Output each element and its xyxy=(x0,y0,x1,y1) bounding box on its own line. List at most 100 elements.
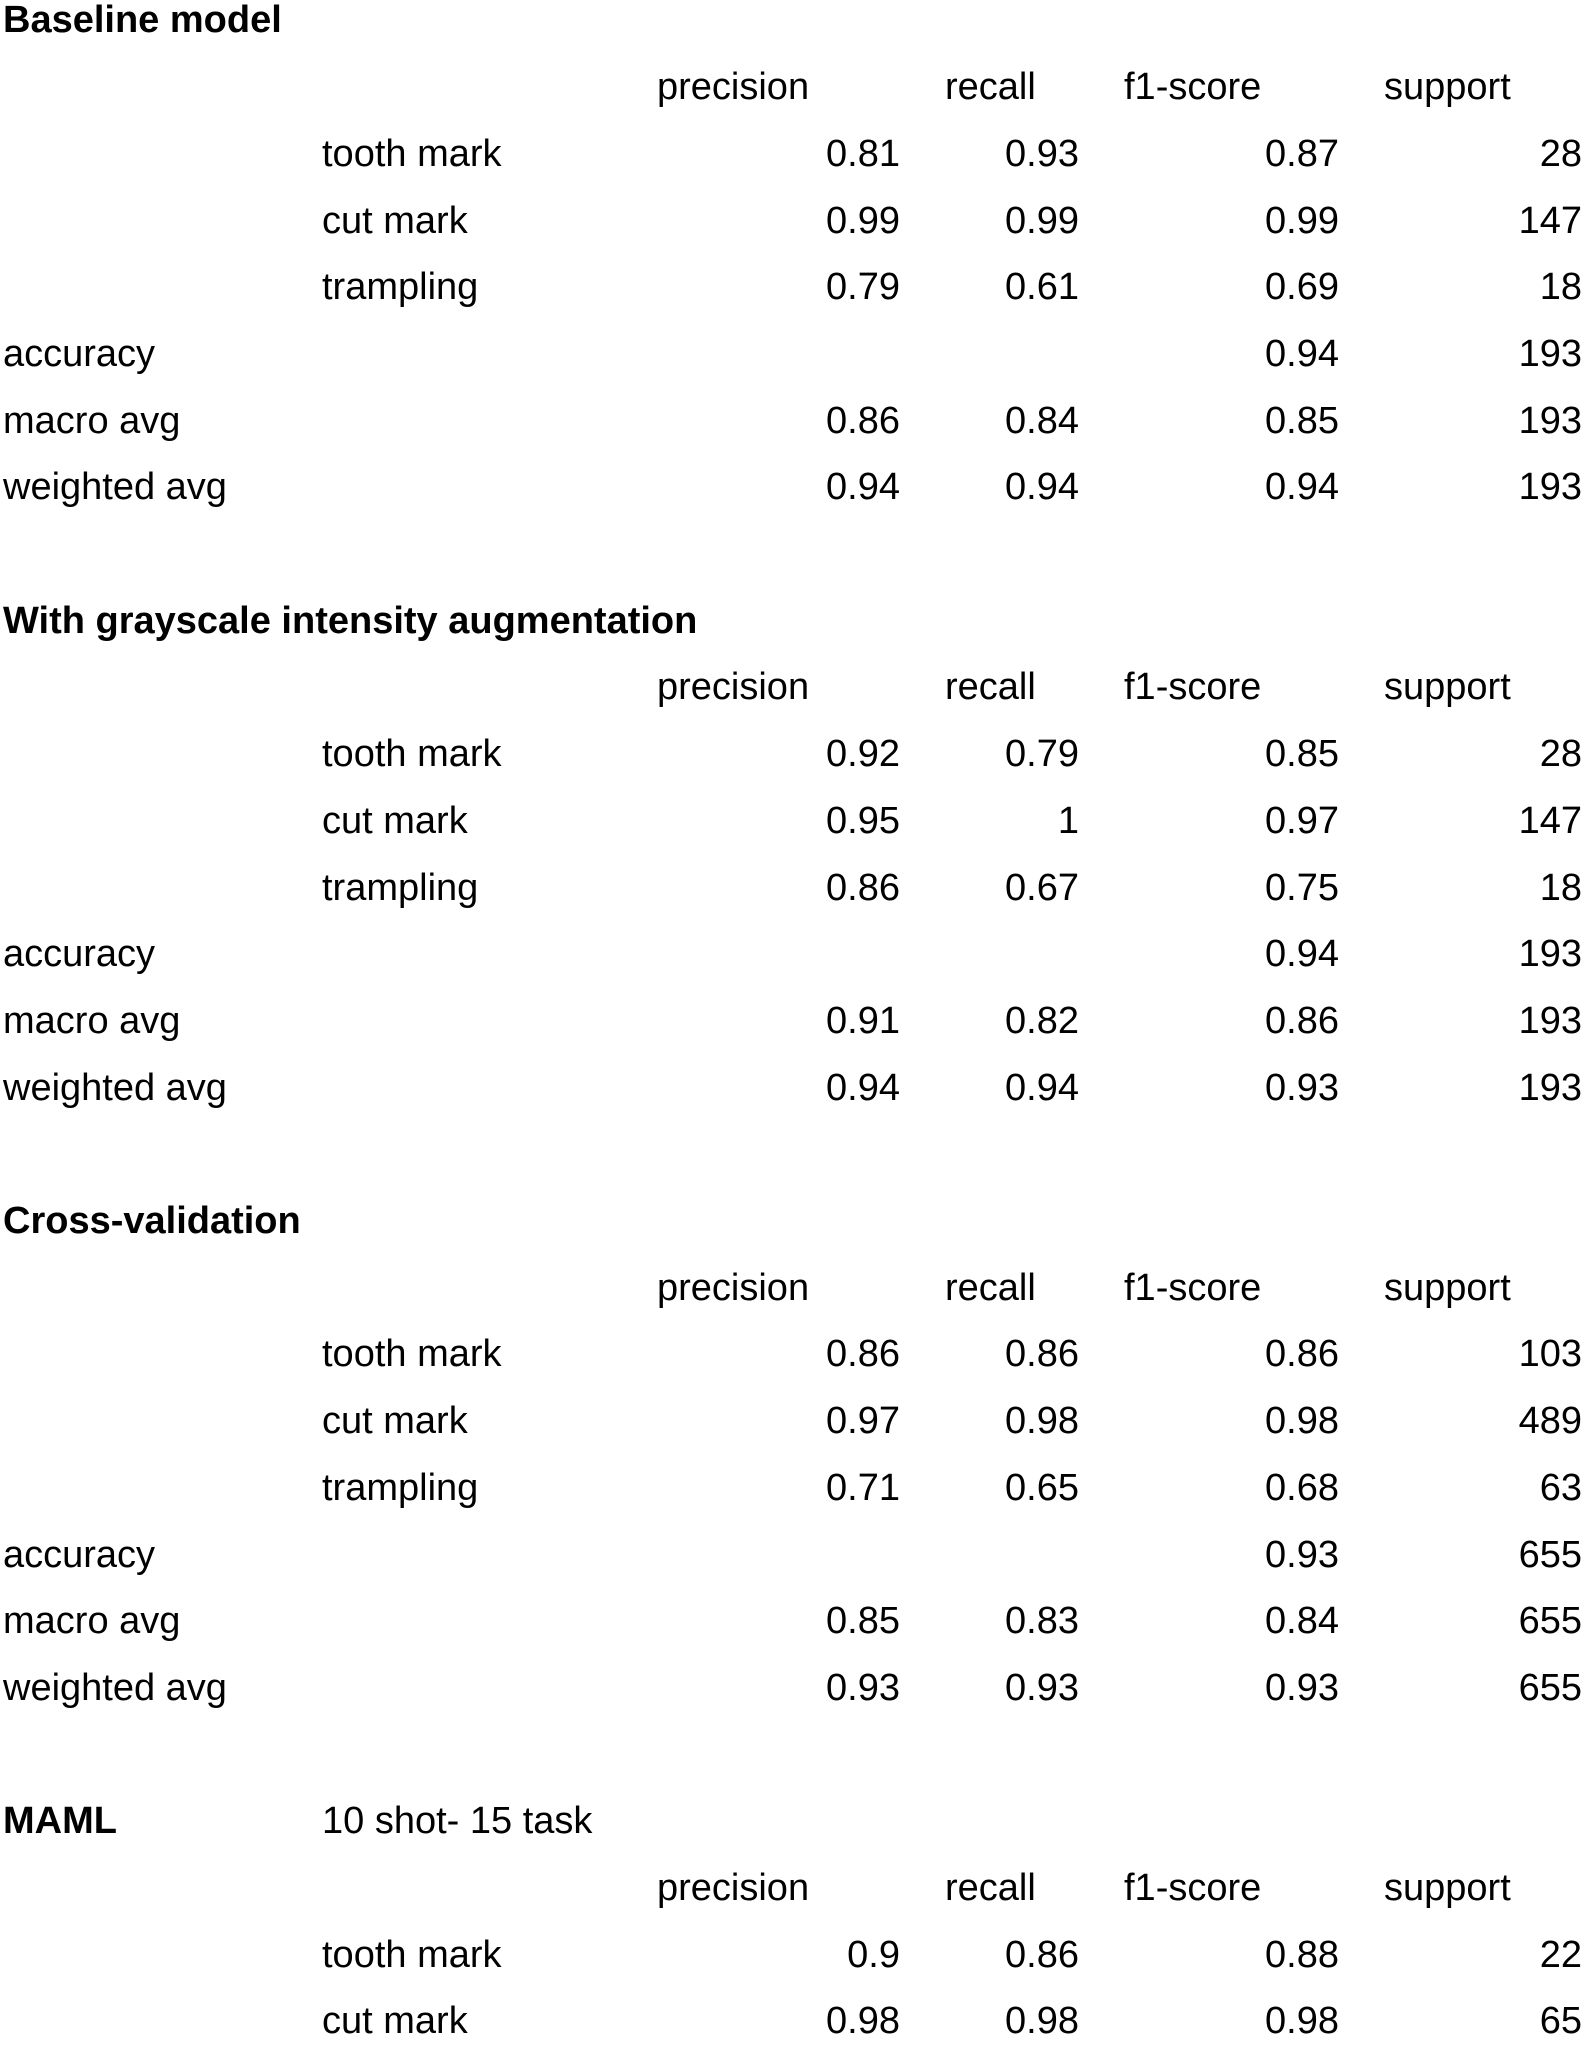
metric-value: 0.83 xyxy=(1005,1600,1079,1643)
metric-value: 489 xyxy=(1518,1400,1582,1443)
column-header: recall xyxy=(945,1266,1036,1309)
row-label: cut mark xyxy=(322,2000,468,2043)
metric-value: 193 xyxy=(1518,933,1582,976)
column-header: precision xyxy=(657,66,810,109)
row-label: macro avg xyxy=(3,399,181,442)
column-header: f1-score xyxy=(1124,1867,1262,1910)
metric-value: 0.87 xyxy=(1265,132,1339,175)
section-title: MAML xyxy=(3,1800,117,1843)
metric-value: 0.61 xyxy=(1005,266,1079,309)
metric-value: 0.98 xyxy=(1005,1400,1079,1443)
metric-value: 65 xyxy=(1539,2000,1582,2043)
metric-value: 193 xyxy=(1518,332,1582,375)
metric-value: 0.84 xyxy=(1005,399,1079,442)
column-header: precision xyxy=(657,666,810,709)
metric-value: 0.79 xyxy=(1005,733,1079,776)
metric-value: 655 xyxy=(1518,1533,1582,1576)
column-header: precision xyxy=(657,1867,810,1910)
column-header: support xyxy=(1384,666,1511,709)
metric-value: 193 xyxy=(1518,399,1582,442)
row-label: cut mark xyxy=(322,1400,468,1443)
metric-value: 0.69 xyxy=(1265,266,1339,309)
metric-value: 0.95 xyxy=(826,799,900,842)
metric-value: 0.86 xyxy=(826,866,900,909)
column-header: f1-score xyxy=(1124,66,1262,109)
metric-value: 0.98 xyxy=(1005,2000,1079,2043)
metric-value: 0.98 xyxy=(1265,2000,1339,2043)
metric-value: 0.99 xyxy=(1005,199,1079,242)
metric-value: 0.94 xyxy=(826,1066,900,1109)
row-label: trampling xyxy=(322,866,479,909)
section-title: Baseline model xyxy=(3,0,282,42)
row-label: cut mark xyxy=(322,199,468,242)
metric-value: 0.86 xyxy=(1265,1333,1339,1376)
section-subtitle: 10 shot- 15 task xyxy=(322,1800,593,1843)
metric-value: 147 xyxy=(1518,199,1582,242)
metric-value: 655 xyxy=(1518,1666,1582,1709)
row-label: accuracy xyxy=(3,1533,156,1576)
column-header: support xyxy=(1384,66,1511,109)
metric-value: 103 xyxy=(1518,1333,1582,1376)
metric-value: 0.92 xyxy=(826,733,900,776)
metric-value: 0.88 xyxy=(1265,1933,1339,1976)
metric-value: 63 xyxy=(1539,1466,1582,1509)
metric-value: 0.85 xyxy=(826,1600,900,1643)
metric-value: 0.98 xyxy=(1265,1400,1339,1443)
metric-value: 0.71 xyxy=(826,1466,900,1509)
row-label: macro avg xyxy=(3,999,181,1042)
metric-value: 0.94 xyxy=(1265,466,1339,509)
metric-value: 0.65 xyxy=(1005,1466,1079,1509)
row-label: tooth mark xyxy=(322,1333,502,1376)
metric-value: 0.79 xyxy=(826,266,900,309)
metric-value: 0.86 xyxy=(826,1333,900,1376)
metric-value: 18 xyxy=(1539,266,1582,309)
metric-value: 28 xyxy=(1539,132,1582,175)
metric-value: 655 xyxy=(1518,1600,1582,1643)
section-title: Cross-validation xyxy=(3,1200,301,1243)
column-header: f1-score xyxy=(1124,1266,1262,1309)
metric-value: 0.98 xyxy=(826,2000,900,2043)
metric-value: 0.99 xyxy=(826,199,900,242)
section-title: With grayscale intensity augmentation xyxy=(3,599,698,642)
metric-value: 22 xyxy=(1539,1933,1582,1976)
metric-value: 0.84 xyxy=(1265,1600,1339,1643)
column-header: recall xyxy=(945,666,1036,709)
metric-value: 0.86 xyxy=(1005,1333,1079,1376)
metric-value: 0.75 xyxy=(1265,866,1339,909)
metric-value: 0.86 xyxy=(1005,1933,1079,1976)
metric-value: 0.97 xyxy=(1265,799,1339,842)
metric-value: 0.99 xyxy=(1265,199,1339,242)
metric-value: 0.93 xyxy=(1005,132,1079,175)
metric-value: 0.86 xyxy=(826,399,900,442)
metric-value: 0.93 xyxy=(1265,1666,1339,1709)
row-label: trampling xyxy=(322,1466,479,1509)
row-label: accuracy xyxy=(3,933,156,976)
metric-value: 0.97 xyxy=(826,1400,900,1443)
column-header: recall xyxy=(945,1867,1036,1910)
row-label: cut mark xyxy=(322,799,468,842)
metric-value: 0.67 xyxy=(1005,866,1079,909)
metric-value: 0.94 xyxy=(1005,466,1079,509)
column-header: f1-score xyxy=(1124,666,1262,709)
row-label: weighted avg xyxy=(3,466,227,509)
row-label: tooth mark xyxy=(322,132,502,175)
row-label: tooth mark xyxy=(322,733,502,776)
metric-value: 0.82 xyxy=(1005,999,1079,1042)
metric-value: 0.85 xyxy=(1265,733,1339,776)
metric-value: 193 xyxy=(1518,999,1582,1042)
metric-value: 0.86 xyxy=(1265,999,1339,1042)
metric-value: 147 xyxy=(1518,799,1582,842)
metric-value: 0.93 xyxy=(1265,1066,1339,1109)
row-label: weighted avg xyxy=(3,1666,227,1709)
metric-value: 193 xyxy=(1518,1066,1582,1109)
metric-value: 0.81 xyxy=(826,132,900,175)
metric-value: 0.94 xyxy=(826,466,900,509)
row-label: macro avg xyxy=(3,1600,181,1643)
row-label: weighted avg xyxy=(3,1066,227,1109)
metric-value: 1 xyxy=(1057,799,1079,842)
metric-value: 0.94 xyxy=(1265,933,1339,976)
column-header: recall xyxy=(945,66,1036,109)
metric-value: 0.94 xyxy=(1265,332,1339,375)
metric-value: 0.93 xyxy=(826,1666,900,1709)
